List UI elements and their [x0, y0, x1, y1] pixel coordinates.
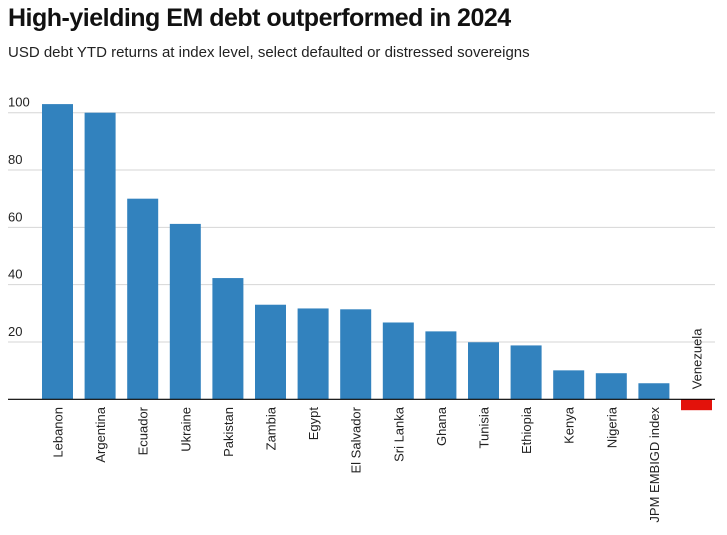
bar-el-salvador [340, 309, 372, 400]
y-tick-label: 100 [8, 95, 30, 110]
bar-zambia [255, 304, 286, 400]
bar-tunisia [468, 342, 499, 400]
x-tick-label: Egypt [306, 407, 321, 441]
bar-pakistan [212, 278, 244, 400]
chart-title: High-yielding EM debt outperformed in 20… [8, 4, 511, 32]
x-tick-label: Sri Lanka [391, 406, 406, 462]
bar-venezuela [681, 399, 712, 411]
x-tick-label: Argentina [93, 406, 108, 462]
bar-ethiopia [510, 345, 542, 400]
y-tick-label: 60 [8, 209, 22, 224]
x-tick-label: Ukraine [178, 407, 193, 452]
bar-jpm-embigd-index [638, 383, 670, 400]
x-tick-label: Venezuela [690, 328, 705, 389]
bar-kenya [553, 370, 585, 400]
y-tick-label: 20 [8, 324, 22, 339]
chart-subtitle: USD debt YTD returns at index level, sel… [8, 44, 530, 61]
x-tick-label: Kenya [562, 406, 577, 444]
bar-egypt [297, 308, 329, 400]
bar-ghana [425, 331, 457, 400]
bar-ukraine [169, 223, 201, 400]
bar-nigeria [595, 373, 627, 400]
y-tick-label: 40 [8, 267, 22, 282]
bar-ecuador [127, 198, 159, 400]
x-tick-label: El Salvador [349, 406, 364, 473]
x-tick-label: Ghana [434, 406, 449, 446]
x-tick-label: Lebanon [51, 407, 66, 458]
bar-lebanon [42, 104, 73, 400]
bar-argentina [84, 112, 116, 400]
x-tick-label: Ethiopia [519, 406, 534, 454]
x-tick-label: Tunisia [477, 406, 492, 448]
x-tick-label: Pakistan [221, 407, 236, 457]
x-tick-label: Nigeria [604, 406, 619, 448]
x-tick-label: JPM EMBIGD index [647, 407, 662, 523]
x-tick-label: Ecuador [136, 406, 151, 455]
x-tick-label: Zambia [264, 406, 279, 450]
bar-sri-lanka [382, 322, 414, 400]
y-tick-label: 80 [8, 152, 22, 167]
